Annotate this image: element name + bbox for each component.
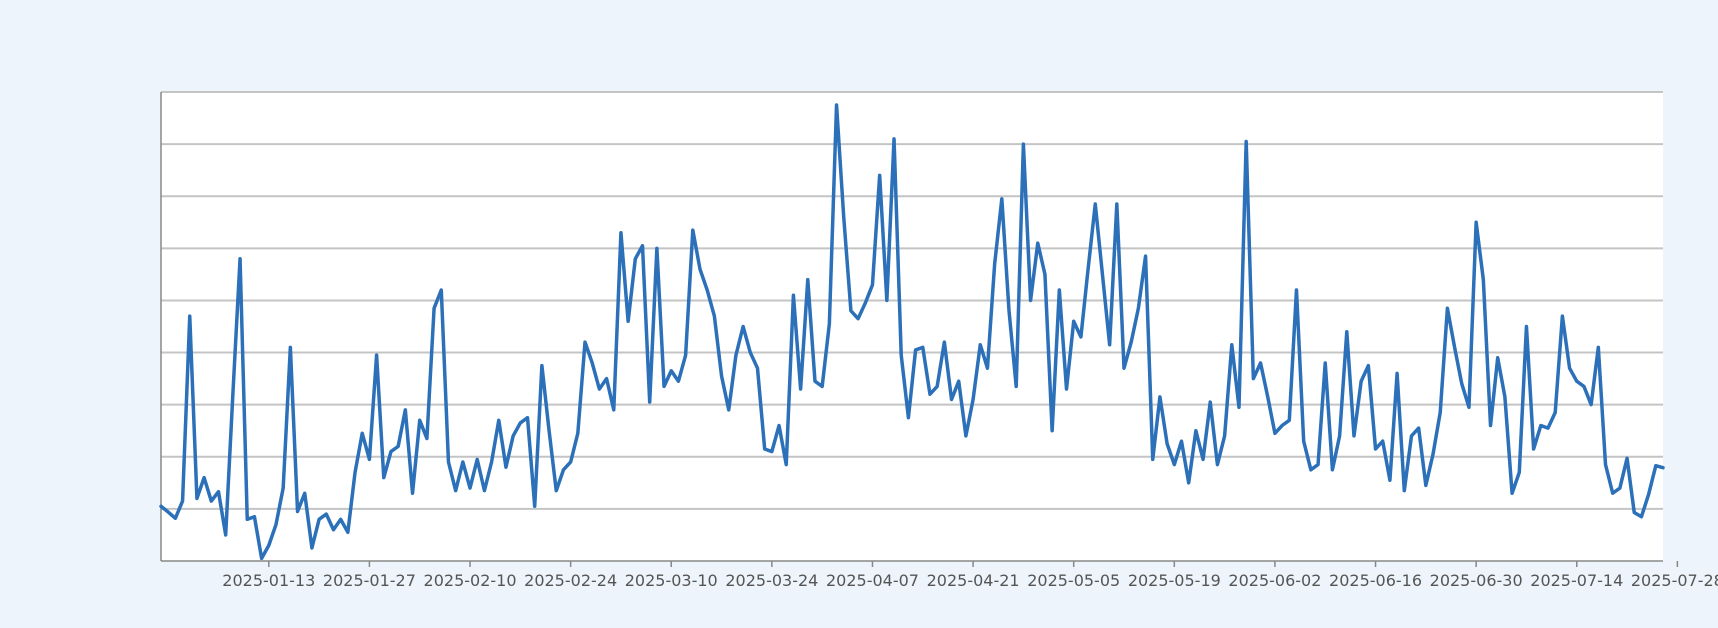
x-axis-ticks: 2025-01-13 2025-01-27 2025-02-10 2025-02-24… bbox=[222, 561, 1718, 590]
x-tick-label: 2025-07-14 bbox=[1530, 571, 1623, 590]
x-tick-label: 2025-04-07 bbox=[826, 571, 919, 590]
x-tick-label: 2025-01-27 bbox=[323, 571, 416, 590]
series-line bbox=[159, 103, 1665, 561]
x-tick-label: 2025-06-16 bbox=[1329, 571, 1422, 590]
x-tick-label: 2025-06-30 bbox=[1430, 571, 1523, 590]
x-tick-label: 2025-04-21 bbox=[927, 571, 1020, 590]
x-tick-label: 2025-05-05 bbox=[1027, 571, 1120, 590]
x-tick-label: 2025-02-24 bbox=[524, 571, 617, 590]
x-tick-label: 2025-06-02 bbox=[1228, 571, 1321, 590]
x-tick-label: 2025-07-28 bbox=[1631, 571, 1718, 590]
x-tick-label: 2025-05-19 bbox=[1128, 571, 1221, 590]
gridlines bbox=[161, 91, 1663, 510]
plot-area bbox=[161, 92, 1663, 561]
x-tick-label: 2025-03-10 bbox=[625, 571, 718, 590]
x-tick-label: 2025-03-24 bbox=[725, 571, 818, 590]
x-tick-label: 2025-01-13 bbox=[222, 571, 315, 590]
x-tick-label: 2025-02-10 bbox=[424, 571, 517, 590]
